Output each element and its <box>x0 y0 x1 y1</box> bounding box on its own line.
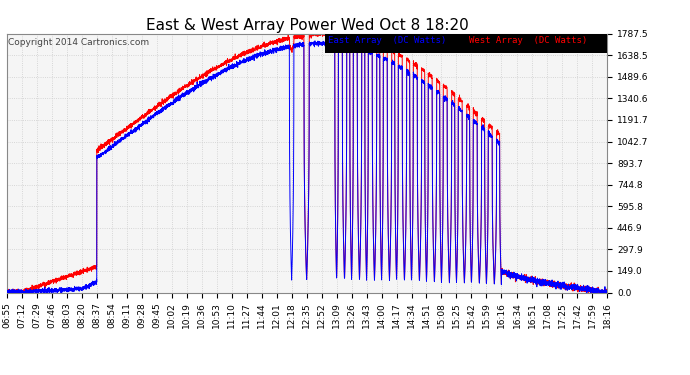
Text: Copyright 2014 Cartronics.com: Copyright 2014 Cartronics.com <box>8 38 149 46</box>
Text: East Array  (DC Watts): East Array (DC Watts) <box>328 36 446 45</box>
Title: East & West Array Power Wed Oct 8 18:20: East & West Array Power Wed Oct 8 18:20 <box>146 18 469 33</box>
Text: West Array  (DC Watts): West Array (DC Watts) <box>469 36 587 45</box>
FancyBboxPatch shape <box>325 34 607 53</box>
